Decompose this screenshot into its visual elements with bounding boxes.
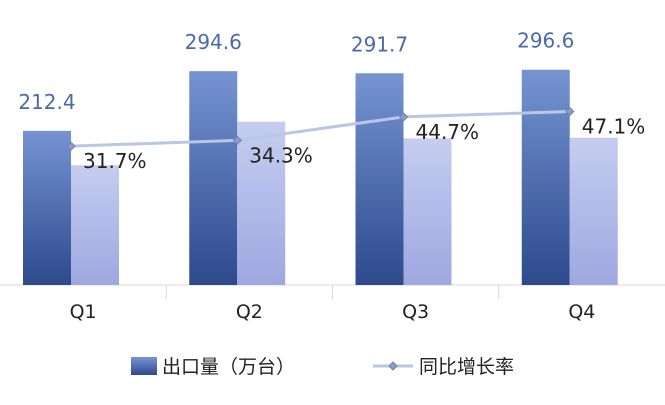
x-tick-label: Q3 [402,301,429,323]
legend-label-growth: 同比增长率 [419,356,514,378]
growth-rate-label: 44.7% [416,120,480,144]
line-layer [66,106,575,151]
growth-rate-marker [565,106,575,117]
bar-secondary [237,121,286,286]
growth-rate-label: 47.1% [582,115,646,139]
growth-rate-label: 31.7% [83,149,147,173]
bar-export-volume [189,71,238,285]
bar-export-volume [355,73,404,285]
bar-export-volume [23,130,71,285]
bars-layer [23,69,618,286]
bar-secondary [71,165,119,285]
bar-export-volume [521,69,570,286]
bar-value-label: 291.7 [351,32,408,56]
x-tick-label: Q4 [568,301,595,323]
axis-layer [0,284,665,299]
legend-marker [388,361,398,371]
legend-swatch-bar [131,357,157,375]
growth-rate-marker [232,135,242,146]
bar-secondary [569,137,618,285]
x-tick-label: Q2 [236,301,263,323]
legend-label-export: 出口量（万台） [162,356,295,378]
bar-value-label: 294.6 [185,30,242,54]
growth-rate-line [70,110,570,148]
bar-secondary [403,138,452,285]
growth-rate-marker [398,112,409,122]
growth-rate-label: 34.3% [249,143,313,167]
growth-rate-marker [66,141,76,151]
legend: 出口量（万台） 同比增长率 [131,356,514,378]
bar-value-label: 296.6 [517,29,574,53]
labels-layer: Q1 Q2 Q3 Q4 212.4 294.6 291.7 296.6 31.7% 34.3% 44… [18,29,645,323]
bar-value-label: 212.4 [18,90,75,114]
x-tick-label: Q1 [70,301,97,323]
